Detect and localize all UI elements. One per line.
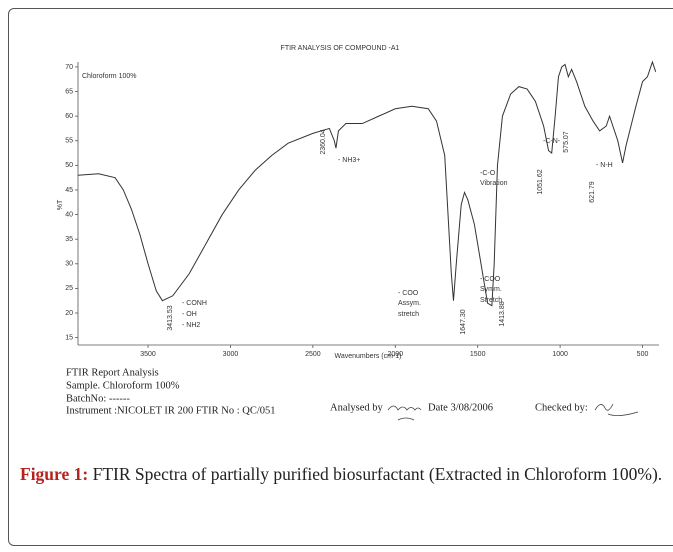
y-tick-label: 55 [65,138,73,145]
y-tick-label: 40 [65,211,73,218]
annotation: Vibration [480,180,508,187]
spectrum-line [77,60,657,307]
x-tick-label: 2000 [387,351,403,358]
annotation: 1647.30 [460,309,467,334]
x-tick-label: 2500 [305,351,321,358]
y-tick-label: 60 [65,113,73,120]
x-axis-label: Wavenumbers (cm-1) [334,353,401,360]
annotation: - NH2 [182,322,200,329]
y-tick-label: 20 [65,310,73,317]
annotation: - N-H [596,162,613,169]
signature [594,403,639,416]
y-tick-label: 50 [65,162,73,169]
x-tick-label: 1500 [470,351,486,358]
annotation: 621.79 [589,181,596,203]
y-tick-label: 70 [65,64,73,71]
x-tick-label: 500 [637,351,649,358]
annotation: - COO [480,276,501,283]
annotation: 575.07 [563,131,570,153]
y-tick-label: 30 [65,261,73,268]
annotation: Stretch [480,297,502,304]
annotation: Assym. [398,300,421,307]
signature [387,405,422,421]
annotation: 1413.88 [499,301,506,326]
report-line: Sample. Chloroform 100% [66,380,180,391]
report-date: Date 3/08/2006 [428,402,493,413]
analysed-by: Analysed by [330,402,384,413]
chart: FTIR ANALYSIS OF COMPOUND -A1 Wavenumber… [57,45,659,421]
y-tick-label: 15 [65,334,73,341]
annotation: Symm. [480,286,502,293]
chart-title: FTIR ANALYSIS OF COMPOUND -A1 [281,45,400,52]
caption-label: Figure 1: [20,464,89,484]
annotation: Chloroform 100% [82,73,136,80]
annotation: -C-O [480,170,496,177]
annotation: - NH3+ [338,157,360,164]
y-tick-label: 45 [65,187,73,194]
annotation: 3413.53 [167,305,174,330]
checked-by: Checked by: [535,402,588,413]
x-tick-label: 3000 [223,351,239,358]
x-tick-label: 1000 [552,351,568,358]
caption-text: FTIR Spectra of partially purified biosu… [92,464,663,484]
annotation: - COO [398,290,419,297]
annotation: 2360.04 [320,129,327,154]
y-tick-label: 35 [65,236,73,243]
y-axis-label: %T [57,199,64,210]
figure-box [8,8,673,546]
annotation: - OH [182,311,197,318]
x-tick-label: 3500 [140,351,156,358]
report-line: Instrument :NICOLET IR 200 FTIR No : QC/… [66,405,276,416]
annotation: stretch [398,311,419,318]
annotation: - CONH [182,300,207,307]
report-line: BatchNo: ------ [66,393,130,404]
caption: Figure 1: FTIR Spectra of partially puri… [20,460,673,488]
annotation: -C-N- [543,138,561,145]
y-tick-label: 25 [65,285,73,292]
report-line: FTIR Report Analysis [66,367,159,378]
y-tick-label: 65 [65,88,73,95]
annotation: 1051.62 [537,169,544,194]
